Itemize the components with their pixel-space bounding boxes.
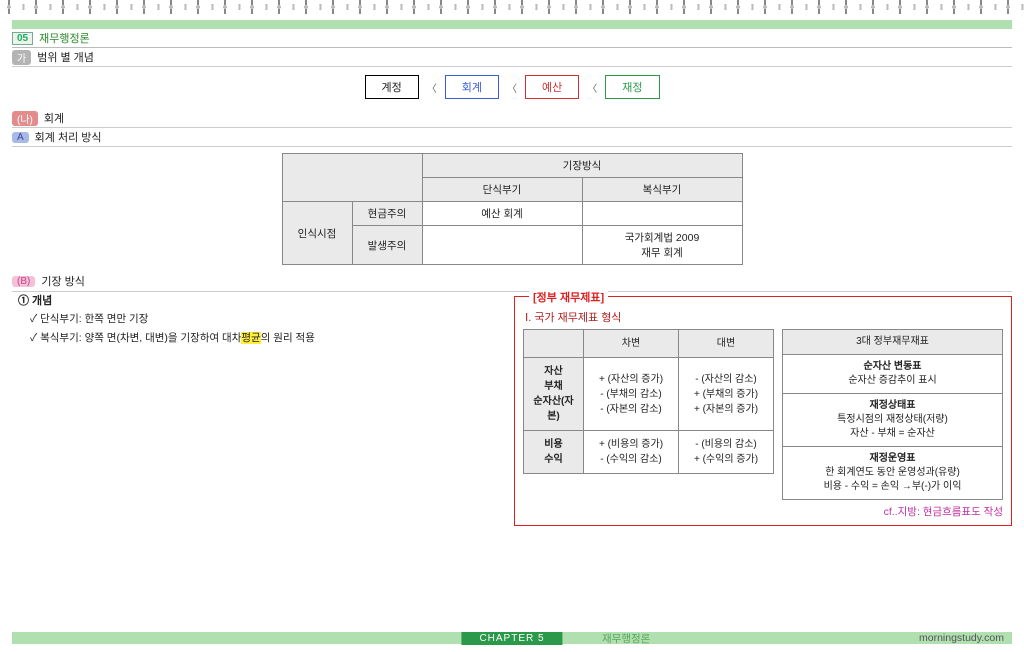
matrix-cell-empty1 xyxy=(582,202,742,226)
side-2-desc1: 특정시점의 재정상태(저량) xyxy=(837,414,948,425)
page: 05 재무행정론 가 범위 별 개념 계정 〈 회계 〈 예산 〈 재정 (나)… xyxy=(0,0,1024,652)
concept-bullets: ✓ 단식부기: 한쪽 면만 기장 ✓ 복식부기: 양쪽 면(차변, 대변)을 기… xyxy=(12,308,502,352)
crumb-finance: 재정 xyxy=(605,75,659,99)
crumb-sep-3: 〈 xyxy=(587,80,597,95)
matrix-row-accrual: 발생주의 xyxy=(352,226,422,265)
matrix-corner xyxy=(282,154,422,202)
crumb-budget: 예산 xyxy=(525,75,579,99)
footer-site: morningstudy.com xyxy=(919,632,1004,644)
matrix-row-cash: 현금주의 xyxy=(352,202,422,226)
section-accounting-method-label: 회계 처리 방식 xyxy=(35,129,102,145)
bullet-double-pre: ✓ 복식부기: 양쪽 면(차변, 대변)을 기장하여 대차 xyxy=(30,332,241,344)
dc-g2-debit: + (비용의 증가) - (수익의 감소) xyxy=(584,431,679,474)
matrix-rowgroup: 인식시점 xyxy=(282,202,352,265)
section-scope-label: 범위 별 개념 xyxy=(37,49,94,65)
matrix-law-line1: 국가회계법 2009 xyxy=(593,230,732,245)
gov-statements-box: [정부 재무제표] Ⅰ. 국가 재무제표 형식 차변 대변 자산 xyxy=(514,296,1012,526)
side-3-desc1: 한 회계연도 동안 운영성과(유량) xyxy=(825,467,960,478)
side-2: 재정상태표 특정시점의 재정상태(저량) 자산 - 부채 = 순자산 xyxy=(783,394,1003,447)
bullet-double-post: 의 원리 적용 xyxy=(261,332,315,344)
main-two-col: ① 개념 ✓ 단식부기: 한쪽 면만 기장 ✓ 복식부기: 양쪽 면(차변, 대… xyxy=(12,292,1012,526)
dc-g2-label: 비용 수익 xyxy=(524,431,584,474)
cf-note: cf..지방: 현금흐름표도 작성 xyxy=(523,504,1003,519)
matrix-cell-empty2 xyxy=(422,226,582,265)
section-accounting-label: 회계 xyxy=(44,110,64,126)
matrix-col-double: 복식부기 xyxy=(582,178,742,202)
section-accounting-method: A 회계 처리 방식 xyxy=(12,128,1012,147)
breadcrumb-boxes: 계정 〈 회계 〈 예산 〈 재정 xyxy=(12,67,1012,109)
crumb-sep-1: 〈 xyxy=(427,80,437,95)
matrix-cell-law: 국가회계법 2009 재무 회계 xyxy=(582,226,742,265)
content: 05 재무행정론 가 범위 별 개념 계정 〈 회계 〈 예산 〈 재정 (나)… xyxy=(0,14,1024,526)
dc-g1-debit: + (자산의 증가) - (부채의 감소) - (자본의 감소) xyxy=(584,358,679,431)
dc-g2-credit: - (비용의 감소) + (수익의 증가) xyxy=(679,431,774,474)
section-accounting: (나) 회계 xyxy=(12,109,1012,128)
side-2-title: 재정상태표 xyxy=(870,400,916,411)
crumb-sep-2: 〈 xyxy=(507,80,517,95)
gov-statements-sub: Ⅰ. 국가 재무제표 형식 xyxy=(525,309,1003,325)
accounting-matrix-table: 기장방식 단식부기 복식부기 인식시점 현금주의 예산 회계 발생주의 국가회계… xyxy=(282,153,743,265)
bullet-double: ✓ 복식부기: 양쪽 면(차변, 대변)을 기장하여 대차평균의 원리 적용 xyxy=(30,329,502,348)
inner-tables: 차변 대변 자산 부채 순자산(자본) + (자산의 증가) xyxy=(523,329,1003,500)
left-column: ① 개념 ✓ 단식부기: 한쪽 면만 기장 ✓ 복식부기: 양쪽 면(차변, 대… xyxy=(12,292,502,352)
dc-g1-label: 자산 부채 순자산(자본) xyxy=(524,358,584,431)
footer-bar: CHAPTER 5 재무행정론 morningstudy.com xyxy=(12,632,1012,644)
top-green-bar xyxy=(12,20,1012,29)
chapter-number: 05 xyxy=(12,32,33,45)
footer-chapter-badge: CHAPTER 5 xyxy=(461,632,562,645)
chapter-row: 05 재무행정론 xyxy=(12,29,1012,48)
tag-a: A xyxy=(12,132,29,143)
gov-statements-title: [정부 재무제표] xyxy=(529,289,608,305)
chapter-title: 재무행정론 xyxy=(39,30,90,46)
side-1-title: 순자산 변동표 xyxy=(864,361,922,372)
footer-chapter-name: 재무행정론 xyxy=(602,631,650,646)
section-scope: 가 범위 별 개념 xyxy=(12,48,1012,67)
debit-credit-table: 차변 대변 자산 부채 순자산(자본) + (자산의 증가) xyxy=(523,329,774,474)
dc-th-debit: 차변 xyxy=(584,330,679,358)
section-bookkeeping-label: 기장 방식 xyxy=(41,273,85,289)
tag-na: (나) xyxy=(12,111,38,126)
crumb-account: 계정 xyxy=(365,75,419,99)
side-1: 순자산 변동표 순자산 증감추이 표시 xyxy=(783,355,1003,394)
dc-th-credit: 대변 xyxy=(679,330,774,358)
tag-b: (B) xyxy=(12,276,35,287)
three-statements-table: 3대 정부재무재표 순자산 변동표 순자산 증감추이 표시 재정상태표 특정시점… xyxy=(782,329,1003,500)
side-head: 3대 정부재무재표 xyxy=(783,330,1003,355)
matrix-col-single: 단식부기 xyxy=(422,178,582,202)
matrix-colgroup: 기장방식 xyxy=(422,154,742,178)
right-column: [정부 재무제표] Ⅰ. 국가 재무제표 형식 차변 대변 자산 xyxy=(514,292,1012,526)
section-bookkeeping: (B) 기장 방식 xyxy=(12,271,1012,292)
dc-g1-credit: - (자산의 감소) + (부채의 증가) + (자본의 증가) xyxy=(679,358,774,431)
bullet-single: ✓ 단식부기: 한쪽 면만 기장 xyxy=(30,310,502,329)
side-1-desc: 순자산 증감추이 표시 xyxy=(848,375,936,386)
crumb-accounting: 회계 xyxy=(445,75,499,99)
matrix-cell-budget: 예산 회계 xyxy=(422,202,582,226)
spiral-binding xyxy=(0,0,1024,14)
side-3-title: 재정운영표 xyxy=(870,453,916,464)
side-3-desc2: 비용 - 수익 = 손익 →부(-)가 이익 xyxy=(824,481,962,492)
dc-corner xyxy=(524,330,584,358)
tag-ga: 가 xyxy=(12,50,31,65)
bullet-double-highlight: 평균 xyxy=(241,332,260,344)
side-2-desc2: 자산 - 부채 = 순자산 xyxy=(850,428,935,439)
concept-heading: ① 개념 xyxy=(12,292,502,308)
matrix-law-line2: 재무 회계 xyxy=(593,245,732,260)
side-3: 재정운영표 한 회계연도 동안 운영성과(유량) 비용 - 수익 = 손익 →부… xyxy=(783,447,1003,500)
